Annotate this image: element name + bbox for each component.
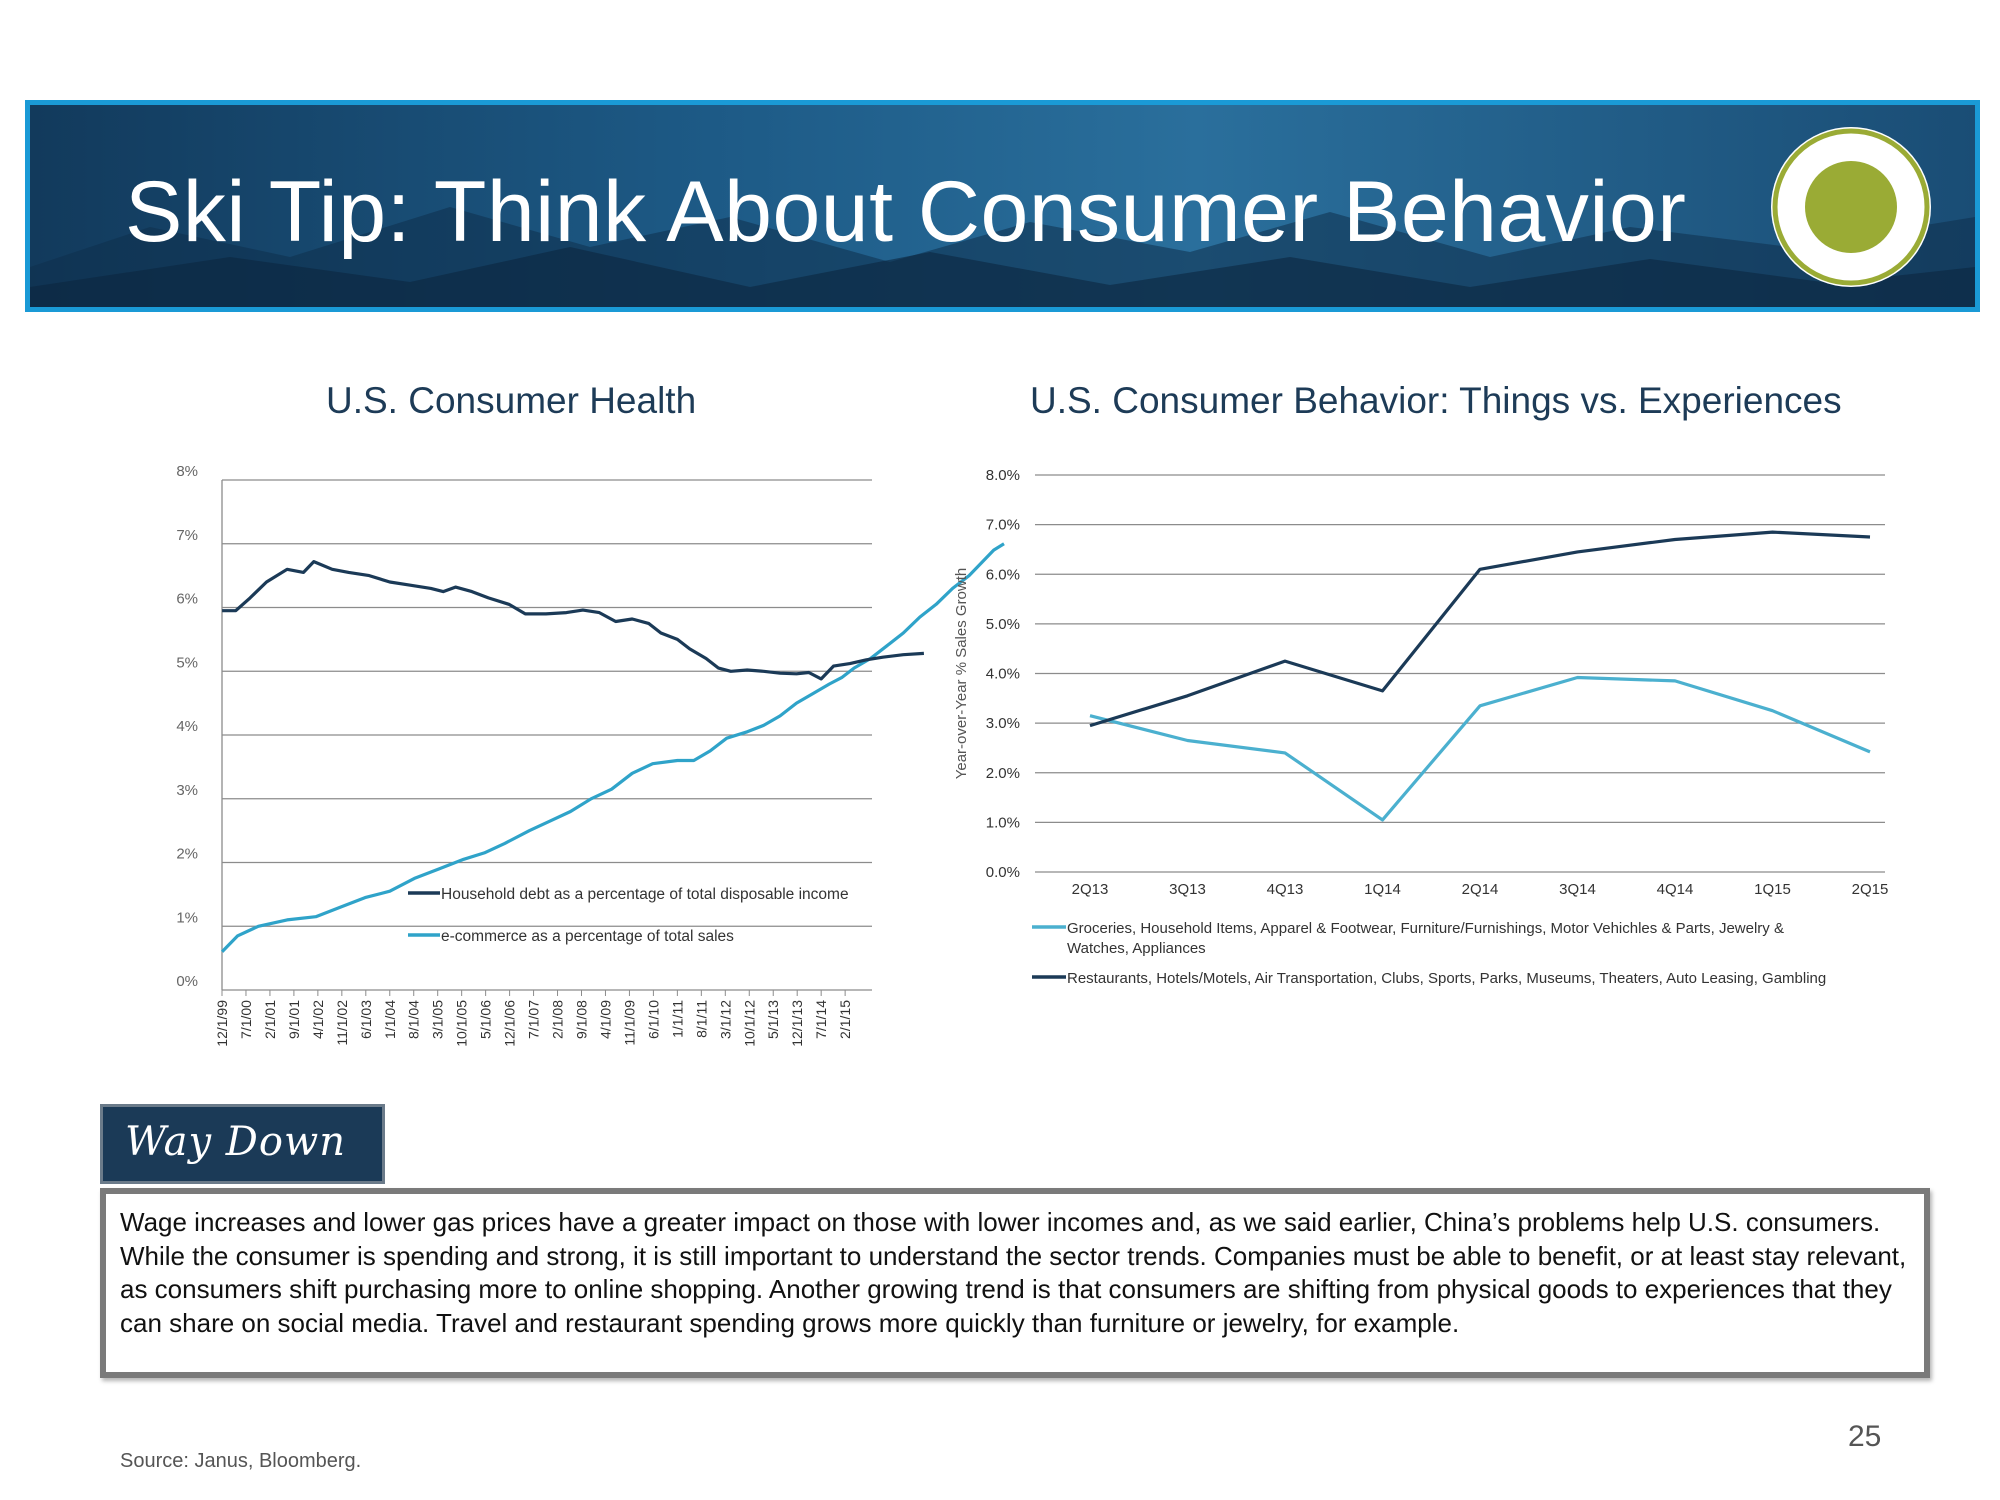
- y-axis-label: Year-over-Year % Sales Growth: [953, 568, 970, 780]
- x-tick-label: 3Q13: [1169, 881, 1206, 898]
- series-line: [1089, 675, 1871, 822]
- callout-box: Wage increases and lower gas prices have…: [100, 1188, 1930, 1378]
- legend-label: Groceries, Household Items, Apparel & Fo…: [1067, 920, 1784, 937]
- x-tick-label: 2Q15: [1852, 881, 1889, 898]
- legend-label: Household debt as a percentage of total …: [441, 886, 849, 903]
- y-tick-label: 8%: [176, 463, 198, 480]
- x-tick-label: 7/1/07: [526, 1000, 542, 1039]
- x-tick-label: 11/1/09: [621, 1000, 637, 1046]
- x-tick-label: 12/1/13: [789, 1000, 805, 1047]
- x-tick-label: 11/1/02: [334, 1000, 350, 1046]
- y-tick-label: 1.0%: [986, 814, 1020, 831]
- x-tick-label: 9/1/01: [286, 1000, 302, 1039]
- chart2-title: U.S. Consumer Behavior: Things vs. Exper…: [1030, 380, 1842, 421]
- x-tick-label: 5/1/13: [765, 1000, 781, 1039]
- things-vs-experiences-chart: 0.0% 1.0% 2.0% 3.0% 4.0% 5.0% 6.0% 7.0% 8.0% Year…: [953, 467, 1889, 987]
- y-tick-label: 4.0%: [986, 666, 1020, 683]
- logo-icon: [1771, 127, 1931, 287]
- y-tick-label: 3.0%: [986, 715, 1020, 732]
- x-tick-label: 4/1/02: [310, 1000, 326, 1039]
- x-tick-label: 8/1/04: [406, 1000, 422, 1039]
- x-tick-label: 3/1/12: [717, 1000, 733, 1039]
- y-tick-label: 1%: [176, 909, 198, 926]
- x-tick-label: 1Q14: [1364, 881, 1401, 898]
- y-tick-label: 8.0%: [986, 467, 1020, 484]
- callout-label: Way Down: [100, 1104, 385, 1184]
- legend-label: Restaurants, Hotels/Motels, Air Transpor…: [1067, 970, 1826, 987]
- consumer-health-chart: 0% 1% 2% 3% 4% 5% 6% 7% 8% 12/1/99 7/1/00 2/1/01 9/1…: [176, 463, 1005, 1047]
- x-tick-label: 4Q13: [1267, 881, 1304, 898]
- y-tick-label: 7.0%: [986, 517, 1020, 534]
- chart1-title: U.S. Consumer Health: [326, 380, 697, 421]
- x-tick-label: 3/1/05: [430, 1000, 446, 1039]
- x-tick-label: 7/1/00: [238, 1000, 254, 1039]
- x-tick-label: 4/1/09: [597, 1000, 613, 1039]
- y-tick-label: 3%: [176, 782, 198, 799]
- x-tick-label: 1/1/11: [669, 1000, 685, 1038]
- x-tick-label: 8/1/11: [693, 1000, 709, 1038]
- y-tick-label: 2%: [176, 846, 198, 863]
- x-tick-label: 6/1/03: [358, 1000, 374, 1039]
- callout-label-text: Way Down: [125, 1119, 346, 1165]
- x-tick-label: 5/1/06: [478, 1000, 494, 1039]
- callout-text: Wage increases and lower gas prices have…: [120, 1207, 1907, 1338]
- title-banner: Ski Tip: Think About Consumer Behavior: [25, 100, 1980, 312]
- x-tick-label: 2/1/15: [837, 1000, 853, 1039]
- x-tick-label: 12/1/99: [214, 1000, 230, 1047]
- mountain-backdrop: [30, 207, 1975, 307]
- legend-label: Watches, Appliances: [1067, 940, 1206, 957]
- x-tick-label: 6/1/10: [645, 1000, 661, 1039]
- x-tick-label: 3Q14: [1559, 881, 1596, 898]
- series-line: [1089, 530, 1871, 728]
- x-tick-label: 2Q13: [1072, 881, 1109, 898]
- x-tick-label: 1Q15: [1754, 881, 1791, 898]
- x-tick-label: 1/1/04: [382, 1000, 398, 1039]
- y-tick-label: 0.0%: [986, 864, 1020, 881]
- x-tick-label: 2/1/01: [262, 1000, 278, 1039]
- x-tick-label: 2Q14: [1462, 881, 1499, 898]
- series-line: [222, 560, 925, 681]
- series-line: [220, 542, 1005, 953]
- x-tick-label: 9/1/08: [573, 1000, 589, 1039]
- page-number: 25: [1848, 1420, 1882, 1453]
- y-tick-label: 4%: [176, 718, 198, 735]
- x-tick-label: 7/1/14: [813, 1000, 829, 1039]
- source-note: Source: Janus, Bloomberg.: [120, 1450, 362, 1472]
- y-tick-label: 6.0%: [986, 566, 1020, 583]
- x-tick-label: 10/1/05: [454, 1000, 470, 1047]
- page-title: Ski Tip: Think About Consumer Behavior: [125, 164, 1687, 260]
- y-tick-label: 0%: [176, 973, 198, 990]
- legend-label: e-commerce as a percentage of total sale…: [441, 928, 734, 945]
- x-tick-label: 2/1/08: [550, 1000, 566, 1039]
- x-tick-label: 10/1/12: [741, 1000, 757, 1047]
- y-tick-label: 2.0%: [986, 765, 1020, 782]
- y-tick-label: 6%: [176, 591, 198, 608]
- x-tick-label: 4Q14: [1657, 881, 1694, 898]
- x-tick-label: 12/1/06: [502, 1000, 518, 1047]
- y-tick-label: 5%: [176, 654, 198, 671]
- y-tick-label: 5.0%: [986, 616, 1020, 633]
- y-tick-label: 7%: [176, 527, 198, 544]
